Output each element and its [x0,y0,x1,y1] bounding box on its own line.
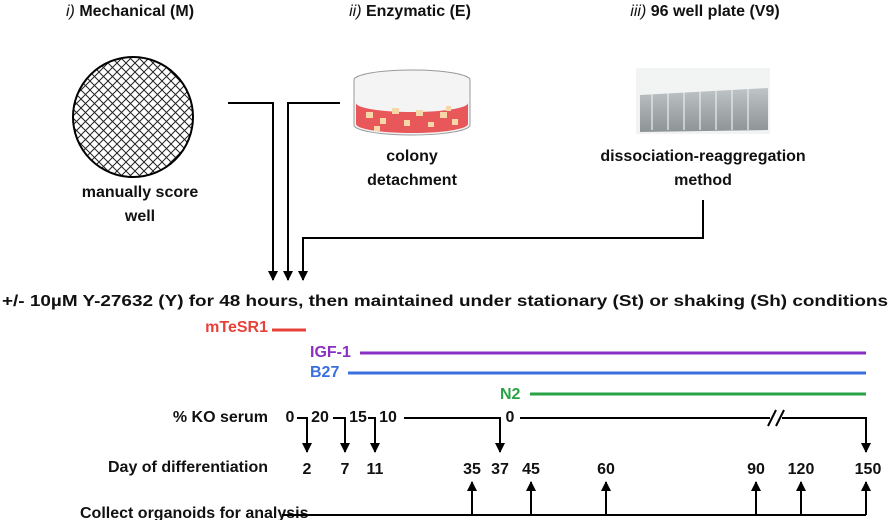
caption: well [124,208,155,225]
day: 45 [522,461,540,478]
connectors [228,102,704,281]
well-plate [636,68,770,134]
medium-label: N2 [500,386,521,403]
serum-value: 0 [286,409,295,426]
day: 150 [855,461,882,478]
petri-dish [353,69,471,136]
day: 7 [341,461,350,478]
numeral: iii) [630,3,646,20]
day: 90 [747,461,765,478]
title: Enzymatic (E) [366,3,471,20]
title: 96 well plate (V9) [651,3,780,20]
serum-value: 0 [506,409,515,426]
collect-timeline [282,481,871,516]
serum-value: 15 [349,409,367,426]
day: 11 [367,461,384,478]
day: 60 [597,461,615,478]
collect-label: Collect organoids for analysis [80,505,309,520]
day: 37 [491,461,509,478]
day: 120 [788,461,815,478]
caption: manually score [82,184,199,201]
day: 2 [303,461,312,478]
day: 35 [463,461,481,478]
caption: colony [386,148,438,165]
numeral: i) [66,3,75,20]
numeral: ii) [349,3,361,20]
serum-value: 10 [379,409,397,426]
medium-label: mTeSR1 [205,319,268,336]
title: Mechanical (M) [79,3,194,20]
method-title: ii) Enzymatic (E) [349,3,471,20]
caption: dissociation-reaggregation [600,148,805,165]
serum-timeline [297,409,866,452]
medium-label: B27 [310,364,339,381]
treatment: +/- 10µM Y-27632 (Y) for 48 hours, then … [2,293,888,310]
caption: detachment [367,172,457,189]
caption: method [674,172,732,189]
serum-label: % KO serum [173,409,268,426]
days-label: Day of differentiation [108,459,268,476]
method-title: i) Mechanical (M) [66,3,194,20]
scored-well [72,56,194,178]
method-title: iii) 96 well plate (V9) [630,3,779,20]
serum-value: 20 [311,409,329,426]
medium-label: IGF-1 [310,344,351,361]
